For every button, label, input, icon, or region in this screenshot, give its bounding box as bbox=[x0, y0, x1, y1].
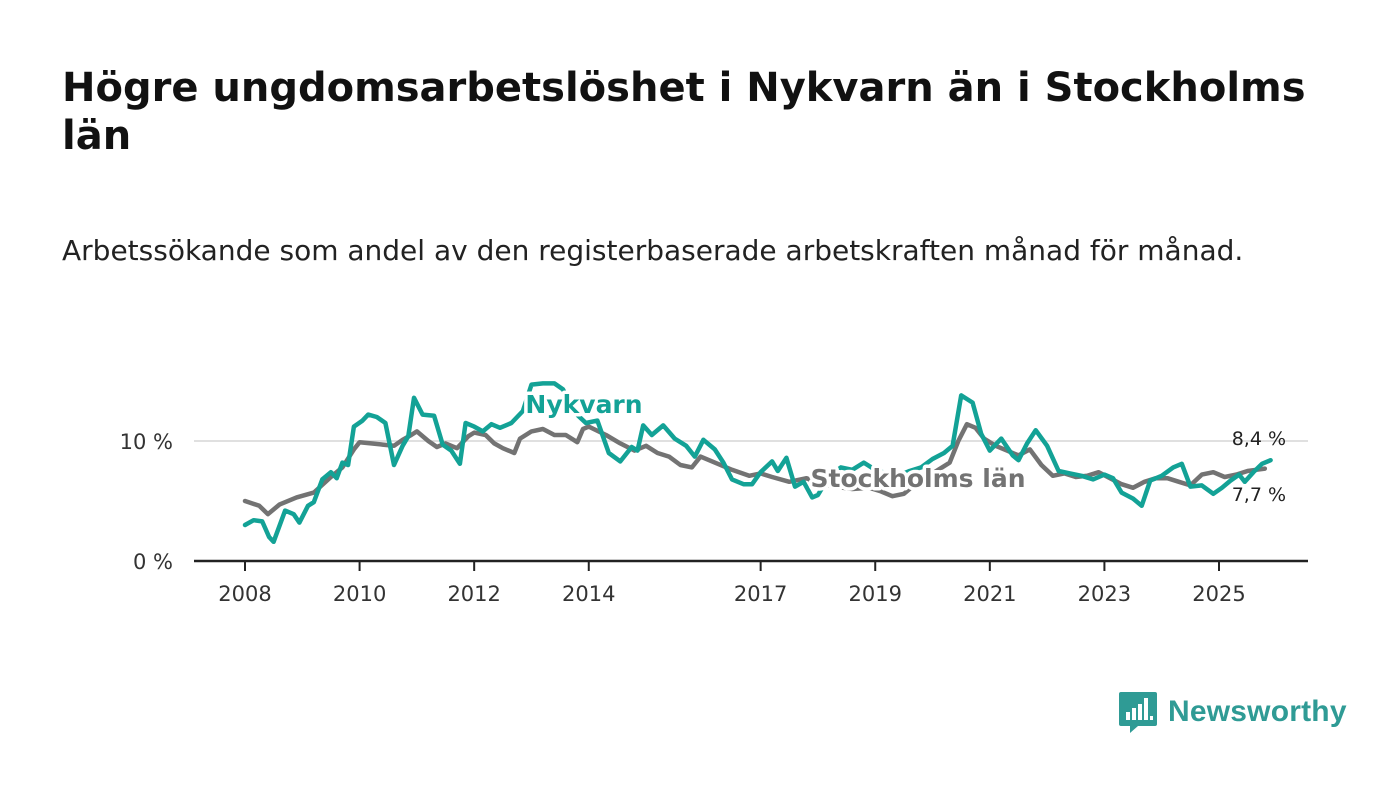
x-tick-label: 2023 bbox=[1078, 582, 1131, 606]
x-tick-label: 2017 bbox=[734, 582, 787, 606]
series-line-stockholms-l-n bbox=[242, 421, 1268, 517]
series-line-nykvarn bbox=[242, 381, 1273, 545]
x-tick-label: 2019 bbox=[849, 582, 902, 606]
chart-subtitle: Arbetssökande som andel av den registerb… bbox=[62, 234, 1244, 267]
series-annotation-stockholms-l-n: Stockholms län bbox=[811, 464, 1026, 493]
end-label-stockholms-l-n: 7,7 % bbox=[1232, 484, 1286, 506]
y-tick-label: 0 % bbox=[133, 550, 173, 574]
x-tick-label: 2012 bbox=[447, 582, 500, 606]
x-tick-label: 2014 bbox=[562, 582, 615, 606]
line-chart: 0 % 10 % 2008 2010 2012 2014 2017 2019 2021 2023 2… bbox=[120, 381, 1308, 606]
x-tick-label: 2025 bbox=[1192, 582, 1245, 606]
series-annotation-nykvarn: Nykvarn bbox=[525, 390, 642, 419]
end-label-nykvarn: 8,4 % bbox=[1232, 428, 1286, 450]
y-tick-label: 10 % bbox=[120, 430, 173, 454]
x-tick-label: 2008 bbox=[218, 582, 271, 606]
x-tick-label: 2021 bbox=[963, 582, 1016, 606]
x-tick-label: 2010 bbox=[333, 582, 386, 606]
newsworthy-logo[interactable]: Newsworthy bbox=[1118, 690, 1347, 734]
brand-name: Newsworthy bbox=[1168, 695, 1347, 728]
chart-title: Högre ungdomsarbetslöshet i Nykvarn än i… bbox=[62, 65, 1306, 159]
newsworthy-logo-icon bbox=[1119, 692, 1157, 733]
